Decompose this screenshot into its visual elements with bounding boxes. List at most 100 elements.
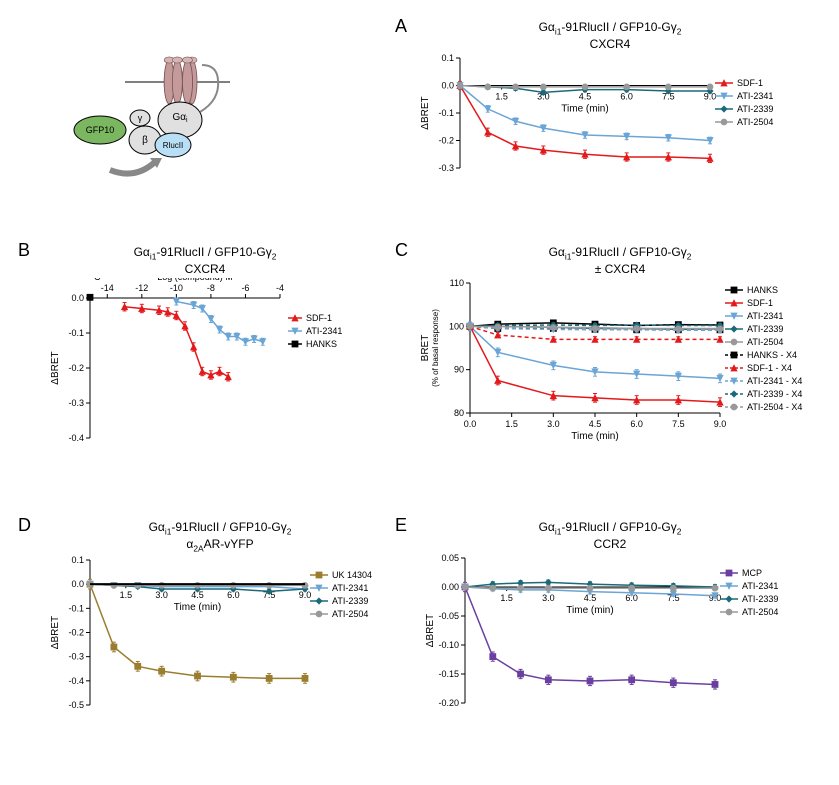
svg-text:0.0: 0.0 [464, 419, 477, 429]
svg-text:ATI-2341: ATI-2341 [332, 583, 368, 593]
svg-text:-0.3: -0.3 [68, 398, 84, 408]
svg-text:0.0: 0.0 [71, 293, 84, 303]
svg-text:-14: -14 [101, 283, 114, 293]
svg-text:-0.05: -0.05 [438, 611, 459, 621]
svg-text:BRET: BRET [420, 335, 431, 362]
svg-text:0.1: 0.1 [71, 555, 84, 565]
svg-text:0.0: 0.0 [441, 80, 454, 90]
svg-text:SDF-1 - X4: SDF-1 - X4 [747, 363, 792, 373]
svg-text:-0.3: -0.3 [438, 163, 454, 173]
panel-a: Gαi1-91RlucII / GFP10-Gγ2 CXCR4 -0.3 -0.2… [410, 20, 810, 203]
svg-text:-0.1: -0.1 [68, 328, 84, 338]
svg-text:ΔBRET: ΔBRET [420, 96, 431, 129]
svg-text:80: 80 [454, 408, 464, 418]
panel-b: Gαi1-91RlucII / GFP10-Gγ2 CXCR4 -0.4 -0.3… [40, 245, 370, 448]
svg-text:Log (compound) M: Log (compound) M [157, 278, 233, 282]
svg-text:100: 100 [449, 321, 464, 331]
panel-e: Gαi1-91RlucII / GFP10-Gγ2 CCR2 -0.20 -0.1… [410, 520, 810, 733]
svg-text:3.0: 3.0 [547, 419, 560, 429]
svg-text:Gαi: Gαi [172, 112, 188, 124]
svg-text:-12: -12 [135, 283, 148, 293]
svg-text:ATI-2339: ATI-2339 [332, 596, 368, 606]
svg-text:-0.2: -0.2 [438, 135, 454, 145]
svg-text:-0.10: -0.10 [438, 640, 459, 650]
svg-text:-10: -10 [170, 283, 183, 293]
panel-c: Gαi1-91RlucII / GFP10-Gγ2 ± CXCR4 80 90 10… [410, 245, 830, 448]
svg-text:Time (min): Time (min) [561, 103, 608, 114]
panel-b-title: Gαi1-91RlucII / GFP10-Gγ2 CXCR4 [40, 245, 370, 278]
svg-text:-0.20: -0.20 [438, 698, 459, 708]
svg-text:ATI-2341: ATI-2341 [742, 581, 778, 591]
svg-text:0.05: 0.05 [441, 553, 459, 563]
svg-text:90: 90 [454, 365, 464, 375]
svg-text:SDF-1: SDF-1 [737, 78, 763, 88]
svg-text:-0.4: -0.4 [68, 675, 84, 685]
svg-text:SDF-1: SDF-1 [306, 313, 332, 323]
svg-text:1.5: 1.5 [500, 593, 513, 603]
svg-text:-0.4: -0.4 [68, 433, 84, 443]
panel-c-title: Gαi1-91RlucII / GFP10-Gγ2 ± CXCR4 [410, 245, 830, 278]
panel-e-title: Gαi1-91RlucII / GFP10-Gγ2 CCR2 [410, 520, 810, 553]
svg-text:Time (min): Time (min) [174, 602, 221, 613]
svg-text:-8: -8 [207, 283, 215, 293]
svg-text:-0.2: -0.2 [68, 363, 84, 373]
panel-a-title: Gαi1-91RlucII / GFP10-Gγ2 CXCR4 [410, 20, 810, 53]
svg-text:-6: -6 [241, 283, 249, 293]
svg-text:HANKS: HANKS [747, 285, 778, 295]
panel-a-label: A [395, 16, 407, 37]
panel-b-label: B [18, 240, 30, 261]
scientific-figure: Gαi β γ GFP10 RlucII A Gαi1-91RlucII / G… [10, 10, 829, 775]
svg-text:3.0: 3.0 [542, 593, 555, 603]
svg-text:(% of basal response): (% of basal response) [431, 309, 440, 387]
svg-text:7.5: 7.5 [672, 419, 685, 429]
svg-text:0.00: 0.00 [441, 582, 459, 592]
svg-text:ATI-2504 - X4: ATI-2504 - X4 [747, 402, 802, 412]
svg-text:UK 14304: UK 14304 [332, 570, 372, 580]
svg-text:HANKS - X4: HANKS - X4 [747, 350, 797, 360]
protein-diagram: Gαi β γ GFP10 RlucII [50, 40, 210, 180]
svg-text:ATI-2504: ATI-2504 [332, 609, 368, 619]
svg-text:RlucII: RlucII [163, 141, 183, 150]
svg-text:ATI-2504: ATI-2504 [742, 607, 778, 617]
svg-text:6.0: 6.0 [630, 419, 643, 429]
panel-b-chart: -0.4 -0.3 -0.2 -0.1 0.0 -14 -12 -10 -8 -6 -4 C Log (… [40, 278, 370, 448]
svg-text:1.5: 1.5 [495, 91, 508, 101]
svg-text:110: 110 [450, 278, 464, 288]
svg-text:Time (min): Time (min) [571, 431, 618, 442]
panel-c-chart: 80901001100.01.53.04.56.07.59.0Time (min… [410, 278, 830, 448]
svg-text:ATI-2339: ATI-2339 [737, 104, 773, 114]
panel-e-chart: -0.20-0.15-0.10-0.050.000.051.53.04.56.0… [410, 553, 810, 733]
svg-text:Time (min): Time (min) [566, 605, 613, 616]
svg-text:ATI-2341 - X4: ATI-2341 - X4 [747, 376, 802, 386]
svg-text:1.5: 1.5 [505, 419, 518, 429]
svg-text:-0.15: -0.15 [438, 669, 459, 679]
panel-c-label: C [395, 240, 408, 261]
svg-text:ATI-2504: ATI-2504 [737, 117, 773, 127]
panel-d-chart: -0.5-0.4-0.3-0.2-0.10.00.11.53.04.56.07.… [40, 555, 400, 735]
svg-text:-0.5: -0.5 [68, 700, 84, 710]
svg-text:ATI-2341: ATI-2341 [747, 311, 783, 321]
svg-text:ATI-2504: ATI-2504 [747, 337, 783, 347]
svg-text:ΔBRET: ΔBRET [50, 351, 61, 384]
svg-text:γ: γ [138, 113, 143, 123]
svg-text:ATI-2339: ATI-2339 [747, 324, 783, 334]
svg-text:MCP: MCP [742, 568, 762, 578]
svg-text:-0.3: -0.3 [68, 651, 84, 661]
svg-text:-0.2: -0.2 [68, 627, 84, 637]
svg-text:-4: -4 [276, 283, 284, 293]
panel-a-chart: -0.3-0.2-0.10.00.11.53.04.56.07.59.0Time… [410, 53, 810, 203]
svg-text:HANKS: HANKS [306, 339, 337, 349]
svg-text:4.5: 4.5 [589, 419, 602, 429]
svg-text:C: C [94, 278, 101, 282]
svg-text:0.1: 0.1 [441, 53, 454, 63]
svg-text:ΔBRET: ΔBRET [50, 615, 61, 648]
diagram-svg: Gαi β γ GFP10 RlucII [50, 40, 230, 190]
svg-text:ATI-2339: ATI-2339 [742, 594, 778, 604]
panel-d: Gαi1-91RlucII / GFP10-Gγ2 α2AAR-vYFP -0.… [40, 520, 400, 735]
svg-text:ATI-2341: ATI-2341 [737, 91, 773, 101]
panel-e-label: E [395, 515, 407, 536]
svg-text:GFP10: GFP10 [86, 125, 115, 135]
svg-text:ATI-2339 - X4: ATI-2339 - X4 [747, 389, 802, 399]
panel-d-label: D [18, 515, 31, 536]
svg-text:0.0: 0.0 [71, 579, 84, 589]
